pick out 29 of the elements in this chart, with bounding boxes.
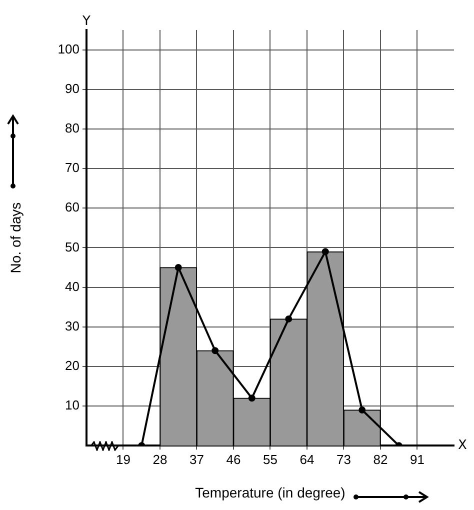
x-tick-label: 19 — [116, 452, 130, 467]
text: X — [458, 438, 467, 453]
y-tick-label: 50 — [65, 239, 80, 254]
point — [322, 248, 329, 256]
point — [358, 406, 366, 414]
point — [285, 315, 292, 322]
x-tick-label: 55 — [263, 452, 278, 467]
y-tick-label: 10 — [65, 398, 80, 413]
y-tick-label: 100 — [58, 41, 80, 56]
y-tick-label: 40 — [65, 278, 80, 294]
point — [174, 264, 182, 271]
x-tick-label: 82 — [373, 452, 388, 467]
y-axis-title: No. of days — [7, 202, 24, 274]
x-axis-title: Temperature (in degree) — [195, 484, 346, 500]
y-tick-label: 20 — [65, 358, 80, 374]
y-tick-label: 70 — [65, 160, 80, 176]
text: Y — [82, 14, 91, 29]
x-tick-label: 37 — [190, 452, 204, 467]
y-tick-label: 30 — [65, 318, 80, 334]
y-tick-label: 80 — [65, 120, 80, 136]
x-tick-label: 73 — [336, 452, 351, 467]
y-tick-label: 60 — [65, 200, 80, 215]
x-tick-label: 46 — [226, 452, 241, 467]
x-tick-label: 64 — [300, 452, 314, 467]
x-tick-label: 28 — [152, 452, 168, 467]
x-tick-label: 91 — [410, 452, 424, 467]
point — [212, 347, 219, 354]
point — [248, 394, 256, 402]
y-tick-label: 90 — [65, 80, 80, 96]
